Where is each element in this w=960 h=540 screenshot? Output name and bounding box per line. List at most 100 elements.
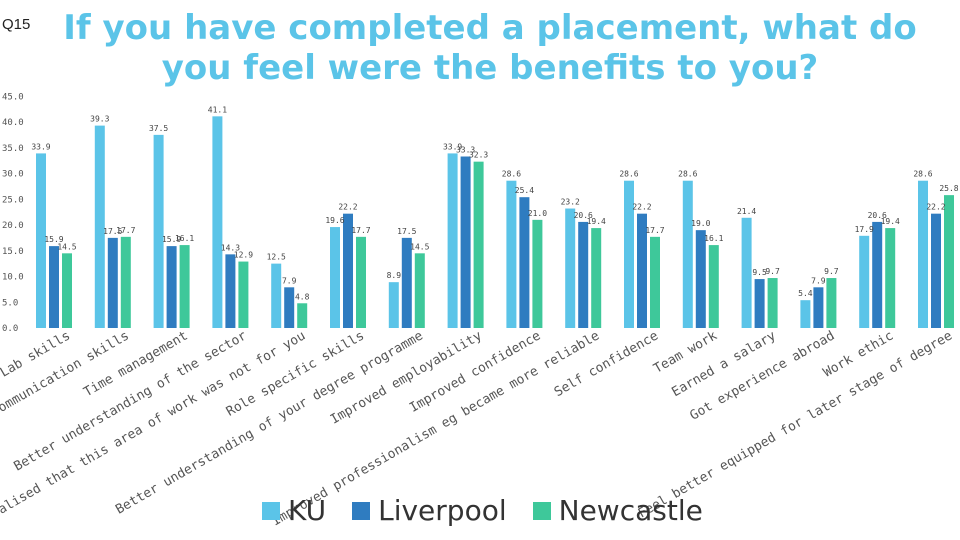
bar-ku: [94, 125, 105, 328]
legend-item-liverpool: Liverpool: [352, 494, 507, 527]
bar-newcastle: [414, 253, 425, 328]
data-label-ku: 41.1: [208, 105, 227, 114]
bar-ku: [565, 208, 576, 328]
y-tick-label: 30.0: [2, 170, 24, 180]
bar-newcastle: [708, 245, 719, 328]
data-label-ku: 37.5: [149, 124, 168, 133]
bar-liverpool: [578, 221, 589, 328]
bar-liverpool: [166, 246, 177, 328]
y-tick-label: 20.0: [2, 221, 24, 231]
chart-legend: KU Liverpool Newcastle: [262, 494, 729, 527]
bar-ku: [271, 263, 282, 328]
bar-newcastle: [473, 161, 484, 328]
legend-swatch-ku: [262, 501, 280, 520]
bar-newcastle: [767, 278, 778, 328]
bar-liverpool: [460, 156, 471, 328]
data-label-newcastle: 32.3: [469, 151, 488, 160]
data-label-liverpool: 25.4: [515, 186, 534, 195]
data-label-liverpool: 22.2: [338, 203, 357, 212]
data-label-liverpool: 33.3: [456, 146, 475, 155]
bar-newcastle: [650, 236, 660, 328]
bar-liverpool: [284, 287, 295, 328]
legend-label-newcastle: Newcastle: [558, 494, 703, 527]
data-label-ku: 28.6: [502, 170, 521, 179]
bar-ku: [447, 153, 458, 328]
bar-liverpool: [225, 254, 236, 328]
bar-ku: [506, 180, 517, 328]
y-tick-label: 40.0: [2, 118, 24, 128]
chart-title: If you have completed a placement, what …: [63, 8, 917, 88]
data-label-ku: 23.2: [561, 198, 580, 207]
data-label-ku: 33.9: [31, 142, 50, 151]
data-label-ku: 17.9: [855, 225, 874, 234]
question-number: Q15: [2, 16, 31, 33]
y-tick-label: 45.0: [2, 92, 24, 102]
data-label-liverpool: 22.2: [632, 203, 651, 212]
bar-liverpool: [519, 197, 530, 328]
bar-newcastle: [826, 278, 837, 328]
legend-item-ku: KU: [262, 494, 326, 527]
data-label-ku: 39.3: [90, 115, 109, 124]
bar-ku: [859, 235, 870, 328]
bar-liverpool: [872, 221, 883, 328]
data-label-liverpool: 15.9: [44, 235, 63, 244]
bar-liverpool: [49, 246, 59, 328]
bar-ku: [388, 282, 399, 328]
y-tick-label: 5.0: [2, 298, 18, 308]
data-label-liverpool: 17.5: [397, 227, 416, 236]
data-label-liverpool: 19.0: [691, 219, 710, 228]
bar-newcastle: [591, 228, 602, 328]
data-label-newcastle: 19.4: [587, 217, 606, 226]
bar-liverpool: [695, 230, 706, 328]
category-label: Self confidence: [552, 328, 661, 400]
data-label-ku: 28.6: [913, 170, 932, 179]
data-label-ku: 8.9: [387, 271, 402, 280]
data-label-newcastle: 17.7: [116, 226, 135, 235]
data-label-newcastle: 16.1: [704, 234, 723, 243]
y-tick-label: 25.0: [2, 195, 24, 205]
bar-liverpool: [754, 279, 765, 328]
data-label-ku: 33.9: [443, 142, 462, 151]
data-label-newcastle: 16.1: [175, 234, 194, 243]
y-tick-label: 35.0: [2, 144, 24, 154]
data-label-ku: 28.6: [678, 170, 697, 179]
data-label-newcastle: 17.7: [645, 226, 664, 235]
legend-swatch-liverpool: [352, 501, 371, 520]
data-label-liverpool: 7.9: [811, 276, 826, 285]
bar-newcastle: [356, 236, 366, 328]
bar-newcastle: [532, 219, 543, 328]
data-label-ku: 19.6: [325, 216, 344, 225]
y-tick-label: 0.0: [2, 324, 18, 334]
legend-item-newcastle: Newcastle: [532, 494, 703, 527]
bar-liverpool: [401, 237, 412, 328]
bar-liverpool: [343, 213, 353, 328]
bar-newcastle: [885, 228, 896, 328]
bar-ku: [741, 217, 752, 328]
data-label-newcastle: 25.8: [939, 184, 958, 193]
bar-liverpool: [813, 287, 824, 328]
data-label-newcastle: 17.7: [351, 226, 370, 235]
data-label-newcastle: 14.5: [410, 242, 429, 251]
data-label-newcastle: 9.7: [765, 267, 780, 276]
data-label-liverpool: 22.2: [926, 203, 945, 212]
bar-liverpool: [107, 237, 118, 328]
y-tick-label: 15.0: [2, 247, 24, 257]
bar-newcastle: [120, 236, 131, 328]
bar-ku: [624, 180, 634, 328]
bar-newcastle: [297, 303, 308, 328]
y-tick-label: 10.0: [2, 273, 24, 283]
bar-ku: [330, 227, 340, 328]
bar-newcastle: [944, 195, 954, 328]
data-label-liverpool: 17.5: [103, 227, 122, 236]
bar-newcastle: [238, 261, 249, 328]
data-label-ku: 5.4: [798, 289, 813, 298]
data-label-newcastle: 9.7: [824, 267, 839, 276]
data-label-newcastle: 14.5: [57, 242, 76, 251]
bar-ku: [918, 180, 928, 328]
data-label-newcastle: 19.4: [881, 217, 900, 226]
bar-liverpool: [931, 213, 941, 328]
data-label-newcastle: 12.9: [234, 251, 253, 260]
data-label-liverpool: 9.5: [752, 268, 767, 277]
legend-label-ku: KU: [288, 494, 327, 527]
